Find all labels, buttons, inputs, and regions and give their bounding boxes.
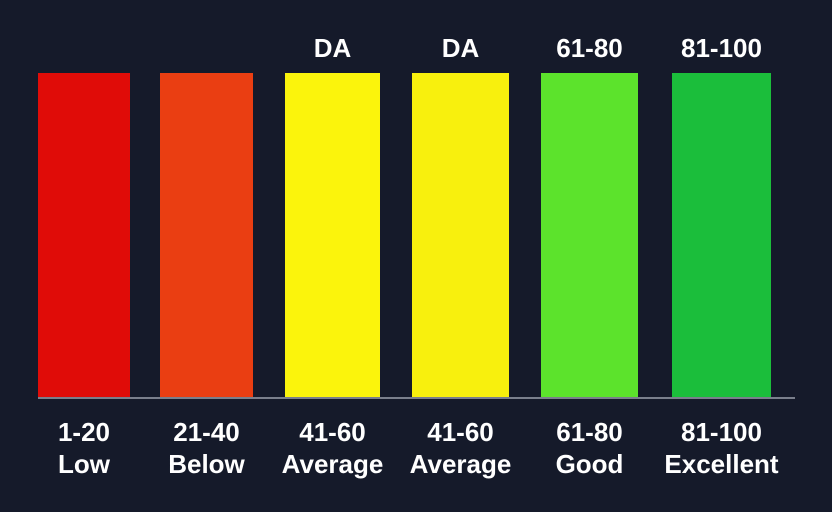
category-desc-label-5: Good xyxy=(556,449,624,479)
category-range-label-6: 81-100 xyxy=(681,417,762,447)
bar-top-label-6: 81-100 xyxy=(681,33,762,63)
bar-1 xyxy=(38,73,130,397)
category-desc-label-3: Average xyxy=(282,449,384,479)
category-range-label-2: 21-40 xyxy=(173,417,240,447)
bar-5 xyxy=(541,73,638,397)
bar-top-label-4: DA xyxy=(442,33,480,63)
bar-3 xyxy=(285,73,380,397)
top-labels-group: DA DA 61-80 81-100 xyxy=(314,33,762,63)
category-desc-label-2: Below xyxy=(168,449,245,479)
category-labels-group: 1-20Low21-40Below41-60Average41-60Averag… xyxy=(58,417,779,479)
bar-top-label-3: DA xyxy=(314,33,352,63)
category-range-label-1: 1-20 xyxy=(58,417,110,447)
category-desc-label-6: Excellent xyxy=(664,449,779,479)
category-range-label-5: 61-80 xyxy=(556,417,623,447)
bar-6 xyxy=(672,73,771,397)
category-desc-label-4: Average xyxy=(410,449,512,479)
bar-top-label-5: 61-80 xyxy=(556,33,623,63)
category-range-label-4: 41-60 xyxy=(427,417,494,447)
category-desc-label-1: Low xyxy=(58,449,111,479)
bar-4 xyxy=(412,73,509,397)
bar-2 xyxy=(160,73,253,397)
bars-group xyxy=(38,73,771,397)
category-range-label-3: 41-60 xyxy=(299,417,366,447)
